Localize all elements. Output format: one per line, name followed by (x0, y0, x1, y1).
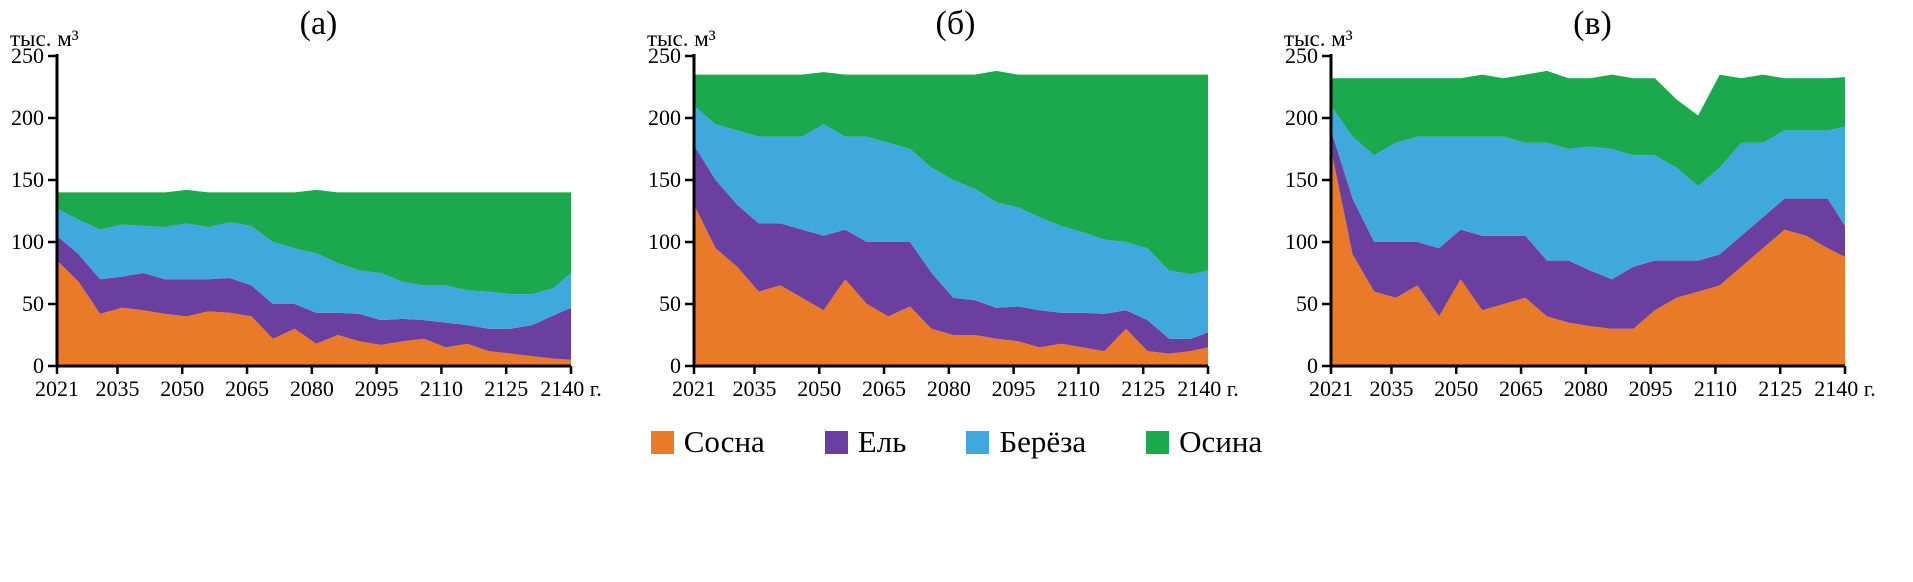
x-tick-label: 2125 (484, 376, 528, 401)
y-tick-label: 200 (648, 105, 681, 130)
chart-title-b: (б) (935, 5, 976, 42)
y-tick-label: 0 (670, 353, 681, 378)
area-series-Берёза (693, 105, 1208, 339)
x-tick-label: 2125 (1758, 376, 1802, 401)
area-series-Осина (56, 189, 571, 295)
area-series-Ель (1330, 130, 1845, 329)
x-tick-label: 2110 (1693, 376, 1736, 401)
legend-item-bereza: Берёза (966, 424, 1086, 460)
legend-item-el: Ель (824, 424, 907, 460)
x-tick-label: 2080 (1563, 376, 1607, 401)
y-tick-label: 150 (1285, 167, 1318, 192)
chart-title-v: (в) (1573, 5, 1612, 42)
x-tick-label: 2065 (1499, 376, 1543, 401)
area-chart-b: 0 50 100 150 200 250 2021 2035 2050 2065 2080 2095 2… (648, 48, 1239, 401)
y-tick-label: 150 (11, 167, 44, 192)
legend-label: Сосна (683, 424, 765, 459)
y-tick-label: 100 (1285, 229, 1318, 254)
x-tick-label: 2095 (1628, 376, 1672, 401)
area-series-Сосна (56, 260, 571, 366)
x-tick-label: 2050 (1434, 376, 1478, 401)
x-tick-label: 2050 (160, 376, 204, 401)
legend-label: Берёза (999, 424, 1087, 459)
x-tick-label: 2035 (732, 376, 776, 401)
area-series-Осина (693, 70, 1208, 275)
legend-label: Ель (857, 424, 907, 459)
y-tick-label: 100 (648, 229, 681, 254)
area-series-Сосна (1330, 149, 1845, 366)
x-tick-label: 2140 г. (1177, 376, 1239, 401)
x-tick-label: 2065 (862, 376, 906, 401)
x-tick-label: 2065 (225, 376, 269, 401)
x-tick-label: 2021 (35, 376, 79, 401)
y-tick-label: 0 (1307, 353, 1318, 378)
x-tick-label: 2035 (1369, 376, 1413, 401)
y-tick-label: 200 (11, 105, 44, 130)
y-tick-label: 50 (659, 291, 681, 316)
chart-title-a: (а) (299, 5, 338, 42)
x-tick-label: 2095 (991, 376, 1035, 401)
legend-label: Осина (1179, 424, 1263, 459)
x-tick-label: 2110 (1056, 376, 1099, 401)
x-tick-label: 2021 (672, 376, 716, 401)
y-tick-label: 250 (1285, 48, 1318, 68)
x-tick-label: 2035 (95, 376, 139, 401)
legend-swatch (650, 430, 674, 454)
y-axis-label-v: тыс. м³ (1284, 26, 1353, 51)
x-tick-label: 2080 (289, 376, 333, 401)
y-tick-label: 50 (1296, 291, 1318, 316)
legend-swatch (966, 430, 990, 454)
legend-swatch (824, 430, 848, 454)
chart-panel-v: (в) тыс. м³ 0 50 100 150 200 250 2021 2035 2050 2… (1274, 4, 1911, 408)
chart-panel-b: (б) тыс. м³ 0 50 100 150 200 250 2021 2035 2050 2… (637, 4, 1274, 408)
y-tick-label: 100 (11, 229, 44, 254)
x-tick-label: 2050 (797, 376, 841, 401)
x-tick-label: 2140 г. (540, 376, 602, 401)
y-tick-label: 200 (1285, 105, 1318, 130)
y-tick-label: 150 (648, 167, 681, 192)
x-tick-label: 2110 (419, 376, 462, 401)
x-tick-label: 2095 (354, 376, 398, 401)
area-series-Сосна (693, 204, 1208, 366)
area-series-Осина (1330, 70, 1845, 187)
area-series-Берёза (1330, 105, 1845, 280)
x-tick-label: 2080 (926, 376, 970, 401)
x-tick-label: 2125 (1121, 376, 1165, 401)
legend-item-sosna: Сосна (650, 424, 765, 460)
area-series-Ель (56, 235, 571, 360)
area-chart-v: 0 50 100 150 200 250 2021 2035 2050 2065 2080 2095 2… (1285, 48, 1876, 401)
legend-swatch (1146, 430, 1170, 454)
x-tick-label: 2021 (1309, 376, 1353, 401)
legend: Сосна Ель Берёза Осина (0, 424, 1913, 460)
legend-item-osina: Осина (1146, 424, 1262, 460)
y-tick-label: 250 (11, 48, 44, 68)
area-series-Берёза (56, 208, 571, 329)
x-tick-label: 2140 г. (1814, 376, 1876, 401)
y-axis-label-a: тыс. м³ (10, 26, 79, 51)
y-tick-label: 50 (22, 291, 44, 316)
charts-row: (а) тыс. м³ 0 50 100 150 200 250 2021 2035 2050 2… (0, 4, 1911, 408)
y-axis-label-b: тыс. м³ (647, 26, 716, 51)
y-tick-label: 250 (648, 48, 681, 68)
chart-panel-a: (а) тыс. м³ 0 50 100 150 200 250 2021 2035 2050 2… (0, 4, 637, 408)
y-tick-label: 0 (33, 353, 44, 378)
area-series-Ель (693, 145, 1208, 354)
area-chart-a: 0 50 100 150 200 250 2021 2035 2050 2065 2080 2095 2… (11, 48, 602, 401)
